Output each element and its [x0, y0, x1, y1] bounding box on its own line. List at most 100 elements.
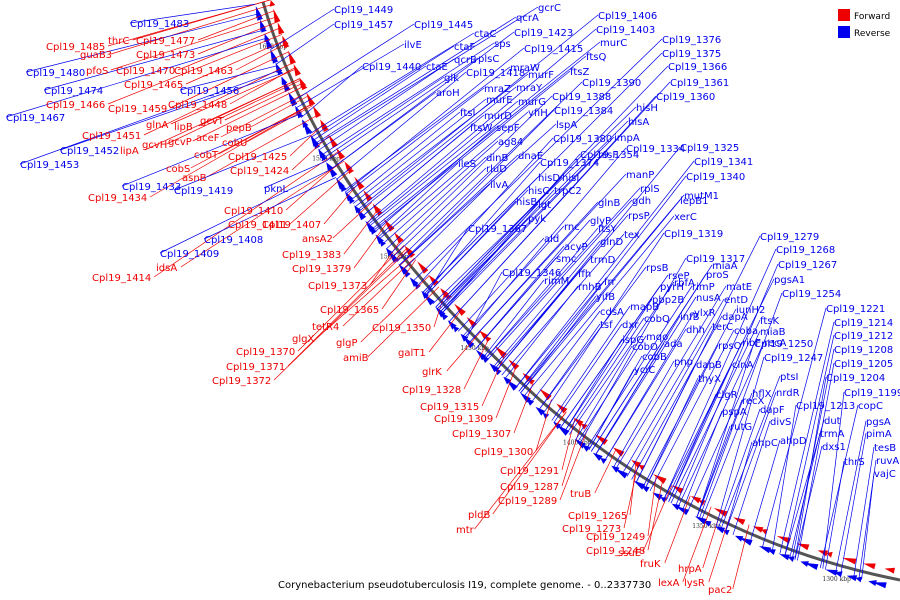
forward-gene-label: Cpl19_1473 [136, 50, 195, 61]
forward-feature-arrow [508, 359, 520, 370]
reverse-gene-label: Cpl19_1406 [598, 11, 657, 22]
reverse-label-connector [675, 263, 779, 507]
reverse-feature-arrow [355, 207, 367, 221]
reverse-label-connector [797, 362, 835, 561]
reverse-label-connector [464, 147, 627, 339]
forward-gene-label: lexA [658, 578, 680, 589]
reverse-label-connector [604, 311, 695, 462]
reverse-label-connector [43, 29, 264, 91]
reverse-label-connector [732, 420, 771, 535]
reverse-label-connector [203, 177, 336, 240]
forward-gene-label: Cpl19_1248 [586, 546, 645, 557]
reverse-feature-arrow [855, 576, 863, 583]
reverse-gene-label: gdh [632, 196, 651, 207]
reverse-feature-arrow [281, 76, 288, 85]
forward-label-connector [732, 524, 750, 590]
reverse-feature-arrow [272, 55, 279, 64]
forward-feature-arrow [348, 167, 354, 174]
forward-gene-label: thrC [108, 36, 129, 47]
reverse-label-connector [441, 153, 599, 314]
reverse-gene-label: ileS [458, 159, 476, 170]
forward-label-connector [190, 103, 313, 169]
reverse-gene-label: rnhB [578, 282, 602, 293]
reverse-gene-label: hisC [528, 186, 549, 197]
forward-label-connector [132, 0, 271, 41]
genome-backbone-arc [261, 1, 900, 582]
reverse-label-connector [371, 55, 587, 230]
reverse-gene-label: recA [764, 338, 787, 349]
forward-label-connector [323, 182, 359, 225]
forward-gene-label: Cpl19_1411 [228, 220, 287, 231]
reverse-gene-label: dnaE [518, 151, 543, 162]
reverse-label-connector [439, 136, 615, 313]
reverse-label-connector [439, 189, 555, 313]
forward-feature-arrow [753, 526, 764, 533]
reverse-gene-label: iunH2 [736, 305, 765, 316]
reverse-gene-label: ctaF [454, 42, 476, 53]
forward-gene-label: asnB [182, 173, 207, 184]
reverse-label-connector [771, 404, 797, 552]
forward-label-connector [110, 16, 277, 71]
forward-gene-label: cobT [194, 150, 219, 161]
reverse-label-connector [613, 360, 675, 468]
reverse-gene-label: Cpl19_1213 [796, 401, 855, 412]
forward-label-connector [235, 43, 286, 71]
reverse-feature-arrow [652, 492, 663, 501]
forward-gene-label: Cpl19_1407 [262, 220, 321, 231]
forward-feature-arrow [328, 134, 338, 149]
forward-label-connector [144, 78, 301, 151]
reverse-feature-arrow [453, 326, 460, 333]
reverse-gene-label: cobB [642, 352, 667, 363]
reverse-gene-label: Cpl19_1483 [130, 19, 189, 30]
reverse-label-connector [530, 310, 601, 403]
reverse-gene-label: yifB [596, 292, 615, 303]
reverse-gene-label: rplS [640, 184, 660, 195]
reverse-label-connector [321, 42, 495, 156]
reverse-gene-label: Cpl19_1474 [44, 86, 103, 97]
reverse-gene-label: proS [706, 270, 729, 281]
forward-feature-arrow [556, 403, 568, 414]
forward-label-connector [647, 479, 664, 551]
reverse-gene-label: Cpl19_1221 [826, 304, 885, 315]
forward-gene-label: pldB [468, 510, 490, 521]
reverse-gene-label: plsC [478, 54, 499, 65]
reverse-gene-label: Cpl19_1199 [844, 388, 900, 399]
forward-label-connector [381, 259, 417, 310]
forward-label-connector [623, 464, 639, 529]
reverse-label-connector [668, 393, 717, 503]
reverse-feature-arrow [633, 480, 646, 490]
reverse-label-connector [538, 323, 601, 410]
reverse-label-connector [663, 278, 775, 500]
forward-label-connector [559, 428, 589, 501]
reverse-gene-label: trpC2 [554, 186, 582, 197]
forward-label-connector [166, 79, 301, 145]
reverse-feature-arrow [423, 293, 435, 306]
reverse-label-connector [399, 109, 555, 266]
reverse-gene-label: tsf [600, 320, 613, 331]
forward-gene-label: pepB [226, 123, 252, 134]
reverse-gene-label: ftsK [760, 316, 779, 327]
forward-feature-arrow [277, 22, 285, 35]
reverse-gene-label: Cpl19_1361 [670, 78, 729, 89]
reverse-gene-label: murC [600, 38, 627, 49]
reverse-label-connector [318, 58, 455, 151]
reverse-label-connector [749, 439, 781, 543]
reverse-label-connector [465, 271, 503, 340]
forward-label-connector [289, 124, 324, 157]
reverse-feature-arrow [327, 164, 338, 178]
forward-gene-label: glrK [422, 367, 442, 378]
reverse-label-connector [784, 334, 835, 557]
forward-gene-label: pfoS [86, 66, 108, 77]
reverse-label-connector [425, 227, 469, 296]
reverse-feature-arrow [800, 561, 809, 567]
forward-feature-arrow [776, 535, 791, 544]
reverse-label-connector [496, 146, 681, 371]
reverse-gene-label: rnc [564, 222, 580, 233]
reverse-label-connector [642, 308, 737, 487]
reverse-gene-label: murE [486, 95, 513, 106]
forward-gene-label: lipA [120, 146, 139, 157]
reverse-label-connector [494, 214, 629, 369]
reverse-label-connector [378, 111, 529, 240]
reverse-label-connector [484, 187, 641, 360]
reverse-label-connector [336, 71, 467, 180]
